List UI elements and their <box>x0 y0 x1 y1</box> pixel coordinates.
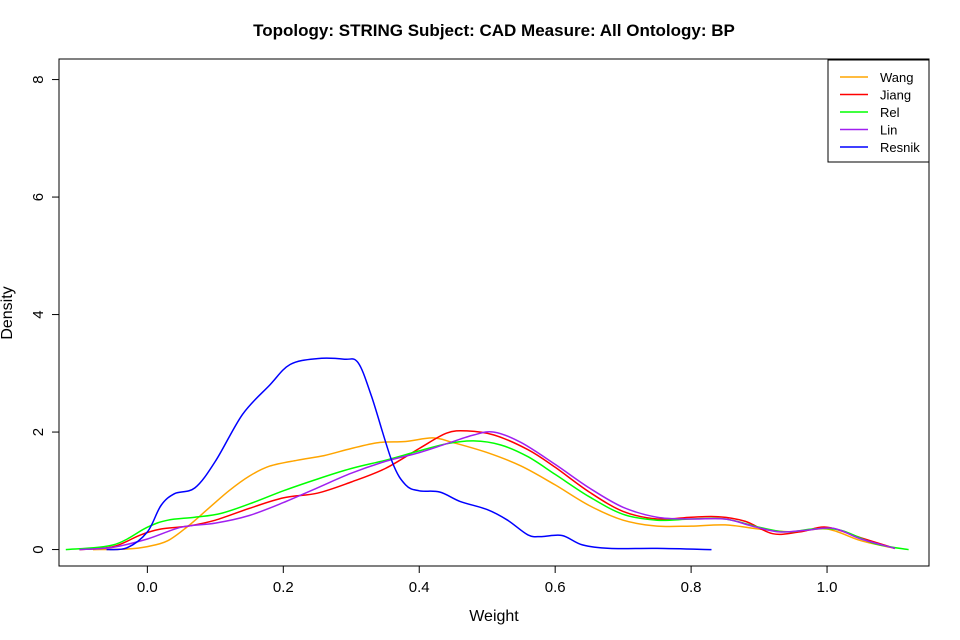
series-line-lin <box>79 430 896 551</box>
chart-title: Topology: STRING Subject: CAD Measure: A… <box>253 21 735 40</box>
y-tick-label: 4 <box>30 310 47 318</box>
series-line-resnik <box>106 357 712 551</box>
x-tick-label: 1.0 <box>817 579 838 596</box>
y-tick-label: 8 <box>30 75 47 83</box>
y-tick-label: 6 <box>30 193 47 201</box>
y-axis: 0 2 4 6 8 <box>30 75 60 554</box>
legend-label-lin: Lin <box>880 123 897 138</box>
legend-label-resnik: Resnik <box>880 140 920 155</box>
series-line-wang <box>92 437 896 551</box>
x-axis-label: Weight <box>469 608 519 625</box>
x-tick-label: 0.2 <box>273 579 294 596</box>
series-layer <box>65 357 909 551</box>
y-axis-label: Density <box>0 286 16 339</box>
legend: Wang Jiang Rel Lin Resnik <box>827 59 930 163</box>
legend-label-rel: Rel <box>880 105 900 120</box>
x-tick-label: 0.8 <box>681 579 702 596</box>
series-line-rel <box>65 440 909 551</box>
x-tick-label: 0.6 <box>545 579 566 596</box>
legend-label-wang: Wang <box>880 70 913 85</box>
series-line-jiang <box>79 429 896 551</box>
legend-label-jiang: Jiang <box>880 88 911 103</box>
y-tick-label: 2 <box>30 428 47 436</box>
x-tick-label: 0.0 <box>137 579 158 596</box>
x-axis: 0.0 0.2 0.4 0.6 0.8 1.0 <box>137 565 838 596</box>
x-tick-label: 0.4 <box>409 579 430 596</box>
y-tick-label: 0 <box>30 545 47 553</box>
